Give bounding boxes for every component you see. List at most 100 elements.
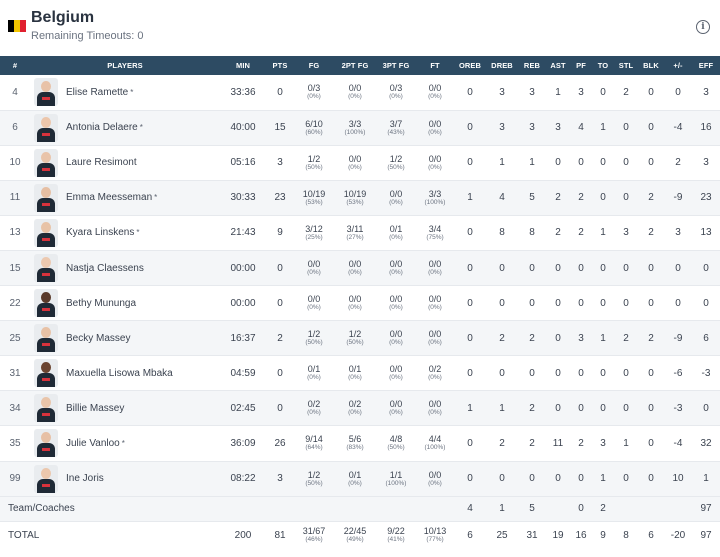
two-point-fg: 0/0 (0%) xyxy=(334,286,376,321)
three-point-fg-made-attempted: 3/7 xyxy=(389,118,403,129)
stat-dreb: 2 xyxy=(499,332,505,344)
column-header[interactable]: 2PT FG xyxy=(341,61,369,70)
two-point-fg: 0/2 (0%) xyxy=(334,391,376,426)
two-point-fg-percentage: (53%) xyxy=(346,198,364,206)
minutes: 30:33 xyxy=(230,192,256,204)
column-header[interactable]: # xyxy=(12,61,18,70)
column-header[interactable]: EFF xyxy=(698,61,714,70)
two-point-fg-made-attempted: 10/19 xyxy=(343,188,367,199)
column-header[interactable]: PLAYERS xyxy=(107,61,143,70)
team-coaches-label: Team/Coaches xyxy=(8,503,75,515)
field-goals-made-attempted: 0/0 xyxy=(307,259,321,270)
field-goals: 0/0 (0%) xyxy=(294,286,334,321)
player-name-link[interactable]: Bethy Mununga xyxy=(66,297,137,309)
table-row[interactable]: 4 Elise Ramette * 33:36 0 0/3 (0%) 0/0 (0%) 0/3 (0… xyxy=(0,75,720,111)
field-goals-percentage: (0%) xyxy=(307,304,321,312)
table-row[interactable]: 13 Kyara Linskens * 21:43 9 3/12 (25%) 3/11 (27%… xyxy=(0,215,720,251)
stat-pf: 0 xyxy=(578,157,584,169)
table-row[interactable]: 25 Becky Massey 16:37 2 1/2 (50%) 1/2 (50%) 0/0(… xyxy=(0,320,720,356)
minutes: 04:59 xyxy=(230,367,256,379)
column-header[interactable]: BLK xyxy=(643,61,659,70)
player-cell[interactable]: Antonia Delaere * xyxy=(30,110,220,145)
three-point-fg-percentage: (43%) xyxy=(387,128,405,136)
table-row[interactable]: 15 Nastja Claessens 00:00 0 0/0 (0%) 0/0 (0%) 0/… xyxy=(0,250,720,286)
player-cell[interactable]: Billie Massey xyxy=(30,391,220,426)
stat-dreb: 3 xyxy=(499,122,505,134)
free-throws: 0/0 (0%) xyxy=(416,321,454,356)
player-name-link[interactable]: Nastja Claessens xyxy=(66,262,144,274)
column-header[interactable]: MIN xyxy=(235,61,251,70)
player-name-link[interactable]: Julie Vanloo xyxy=(66,437,120,449)
free-throws-percentage: (0%) xyxy=(428,93,442,101)
player-name-link[interactable]: Ine Joris xyxy=(66,473,104,485)
team-coaches-row: Team/Coaches 4 1 5 0 2 97 xyxy=(0,496,720,522)
table-row[interactable]: 11 Emma Meesseman * 30:33 23 10/19 (53%) 10/19(… xyxy=(0,180,720,216)
player-cell[interactable]: Emma Meesseman * xyxy=(30,180,220,215)
three-point-fg-percentage: (0%) xyxy=(389,409,403,417)
three-point-fg: 0/0 (0%) xyxy=(376,250,416,285)
stat-ast: 0 xyxy=(555,473,561,485)
stat-pf: 3 xyxy=(578,86,584,98)
column-header[interactable]: STL xyxy=(618,61,634,70)
stat-oreb: 0 xyxy=(467,157,473,169)
table-row[interactable]: 31 Maxuella Lisowa Mbaka 04:59 0 0/1 (0%) 0/1(… xyxy=(0,356,720,391)
column-header[interactable]: PTS xyxy=(272,61,288,70)
free-throws: 0/0 (0%) xyxy=(416,75,454,110)
player-name-link[interactable]: Emma Meesseman xyxy=(66,192,153,204)
table-row[interactable]: 10 Laure Resimont 05:16 3 1/2 (50%) 0/0 (0%) 1/2… xyxy=(0,145,720,181)
player-cell[interactable]: Bethy Mununga xyxy=(30,286,220,321)
column-header[interactable]: DREB xyxy=(491,61,513,70)
player-cell[interactable]: Ine Joris xyxy=(30,461,220,496)
player-cell[interactable]: Nastja Claessens xyxy=(30,250,220,285)
table-row[interactable]: 99 Ine Joris 08:22 3 1/2 (50%) 0/1 (0%) 1/1 (100%… xyxy=(0,461,720,497)
stat-pf: 3 xyxy=(578,332,584,344)
column-header[interactable]: +/- xyxy=(673,61,683,70)
avatar xyxy=(34,394,58,423)
total-three-point-fg-made-attempted: 9/22 xyxy=(387,526,405,537)
table-row[interactable]: 22 Bethy Mununga 00:00 0 0/0 (0%) 0/0 (0%) 0/0 (0… xyxy=(0,286,720,321)
total-stat-ast: 19 xyxy=(552,529,564,541)
column-header[interactable]: FG xyxy=(308,61,320,70)
team-stat-stl xyxy=(614,496,638,521)
player-name-link[interactable]: Antonia Delaere xyxy=(66,122,138,134)
avatar xyxy=(34,254,58,283)
three-point-fg-made-attempted: 4/8 xyxy=(389,434,403,445)
stat-eff: 0 xyxy=(703,402,709,414)
column-header[interactable]: OREB xyxy=(458,61,482,70)
player-name-link[interactable]: Becky Massey xyxy=(66,332,131,344)
column-header[interactable]: PF xyxy=(576,61,586,70)
free-throws: 0/0 (0%) xyxy=(416,286,454,321)
player-name-link[interactable]: Maxuella Lisowa Mbaka xyxy=(66,367,173,379)
column-header[interactable]: AST xyxy=(550,61,566,70)
stat-dreb: 3 xyxy=(499,86,505,98)
table-row[interactable]: 34 Billie Massey 02:45 0 0/2 (0%) 0/2 (0%) 0/0 (0… xyxy=(0,390,720,426)
stat-stl: 0 xyxy=(623,157,629,169)
player-cell[interactable]: Kyara Linskens * xyxy=(30,215,220,250)
player-cell[interactable]: Laure Resimont xyxy=(30,145,220,180)
player-cell[interactable]: Becky Massey xyxy=(30,321,220,356)
total-stat-stl: 8 xyxy=(623,529,629,541)
table-row[interactable]: 6 Antonia Delaere * 40:00 15 6/10 (60%) 3/3 (100… xyxy=(0,110,720,146)
player-cell[interactable]: Maxuella Lisowa Mbaka xyxy=(30,356,220,391)
player-name-link[interactable]: Kyara Linskens xyxy=(66,227,135,239)
column-header[interactable]: REB xyxy=(523,61,541,70)
stat-to: 1 xyxy=(600,332,606,344)
info-icon[interactable]: i xyxy=(696,20,710,34)
column-header[interactable]: FT xyxy=(430,61,440,70)
table-row[interactable]: 35 Julie Vanloo * 36:09 26 9/14 (64%) 5/6 (83%) 4… xyxy=(0,426,720,462)
player-name-link[interactable]: Laure Resimont xyxy=(66,157,137,169)
stat-pf: 0 xyxy=(578,473,584,485)
stat-pf: 2 xyxy=(578,227,584,239)
team-stat-eff: 97 xyxy=(700,503,712,515)
player-cell[interactable]: Elise Ramette * xyxy=(30,75,220,110)
three-point-fg: 1/2 (50%) xyxy=(376,145,416,180)
avatar xyxy=(34,429,58,458)
points: 0 xyxy=(277,402,283,414)
jersey-number: 31 xyxy=(9,367,21,379)
player-name-link[interactable]: Billie Massey xyxy=(66,402,125,414)
column-header[interactable]: 3PT FG xyxy=(382,61,410,70)
stat-dreb: 8 xyxy=(499,227,505,239)
player-name-link[interactable]: Elise Ramette xyxy=(66,86,129,98)
player-cell[interactable]: Julie Vanloo * xyxy=(30,426,220,461)
column-header[interactable]: TO xyxy=(597,61,609,70)
